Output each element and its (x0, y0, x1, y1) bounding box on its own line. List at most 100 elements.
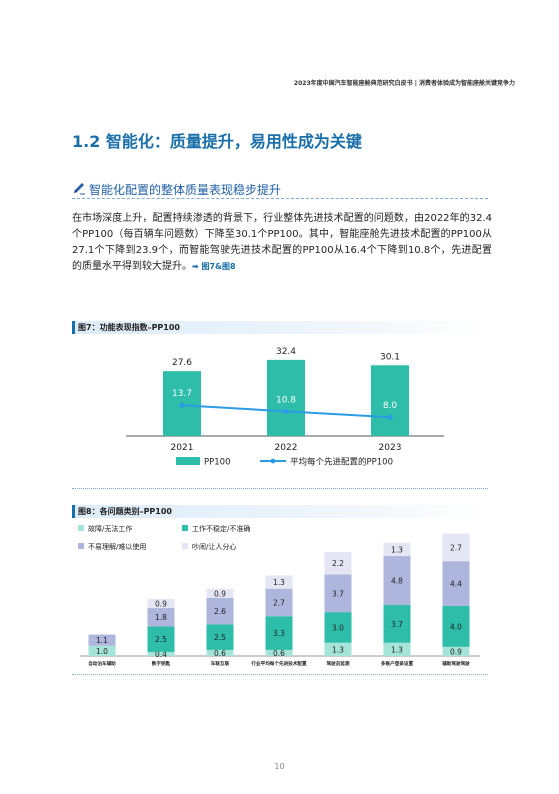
body-paragraph: 在市场深度上升，配置持续渗透的背景下，行业整体先进技术配置的问题数，由2022年… (72, 211, 492, 275)
legend-label: 不易理解/难以使用 (88, 542, 146, 551)
figure-8-title: 图8：各问题类别–PP100 (72, 505, 488, 518)
stacked-segment (265, 616, 293, 650)
stacked-segment (206, 649, 234, 656)
pen-icon (74, 183, 85, 195)
bar-value-label: 27.6 (172, 358, 192, 368)
stacked-segment (383, 642, 411, 656)
x-tick-label: 行业平均每个先进技术配置 (250, 660, 307, 667)
segment-value-label: 0.9 (214, 589, 226, 598)
x-tick-label: 自动泊车辅助 (88, 660, 116, 667)
stacked-segment (324, 551, 352, 575)
segment-value-label: 2.6 (214, 607, 226, 616)
stacked-segment (206, 588, 234, 598)
legend-label: 吵闹/让人分心 (192, 542, 236, 551)
legend-label-pp100: PP100 (204, 458, 230, 468)
stacked-segment (324, 574, 352, 613)
stacked-segment (206, 624, 234, 650)
subheading-divider (72, 198, 488, 199)
stacked-segment (442, 646, 470, 656)
segment-value-label: 2.2 (332, 559, 344, 568)
stacked-segment (383, 605, 411, 643)
segment-value-label: 2.7 (450, 543, 462, 552)
stacked-segment (324, 642, 352, 656)
segment-value-label: 0.6 (273, 649, 285, 658)
page-number: 10 (274, 762, 285, 771)
x-tick-label: 驾驶员监测 (327, 660, 350, 667)
line-point (387, 414, 393, 420)
segment-value-label: 1.3 (332, 645, 344, 654)
segment-value-label: 4.4 (450, 580, 462, 589)
bar-value-label: 32.4 (276, 347, 296, 357)
stacked-segment (265, 588, 293, 617)
sub-heading: 智能化配置的整体质量表现稳步提升 (89, 183, 282, 197)
line-value-label: 10.8 (276, 395, 296, 405)
x-tick-label: 数字钥匙 (152, 660, 171, 667)
stacked-segment (383, 542, 411, 557)
x-tick-label: 2023 (379, 443, 402, 453)
figure-7-chart: 27.6 2021 32.4 2022 30.1 2023 13.7 10.8 8.0 PP100… (126, 347, 444, 468)
x-tick-label: 2022 (275, 443, 298, 453)
segment-value-label: 3.7 (391, 620, 403, 629)
figure-reference-link[interactable]: ➡ 图7&图8 (192, 262, 236, 271)
stacked-segment (383, 556, 411, 605)
figure-7-title: 图7：功能表现指数–PP100 (72, 321, 488, 334)
legend-swatch (182, 525, 188, 531)
stacked-segment (147, 626, 175, 652)
stacked-segment (442, 533, 470, 562)
segment-value-label: 1.3 (391, 545, 403, 554)
segment-value-label: 0.6 (214, 649, 226, 658)
bar-pp100 (267, 359, 305, 436)
stacked-segment (442, 606, 470, 647)
segment-value-label: 0.4 (155, 650, 167, 659)
segment-value-label: 0.9 (450, 647, 462, 656)
legend-label: 故障/无法工作 (88, 524, 132, 533)
segment-value-label: 2.7 (273, 598, 285, 607)
x-tick-label: 2021 (171, 443, 194, 453)
stacked-segment (206, 597, 234, 625)
legend-label-line: 平均每个先进配置的PP100 (290, 457, 393, 468)
body-text: 在市场深度上升，配置持续渗透的背景下，行业整体先进技术配置的问题数，由2022年… (72, 213, 492, 272)
bar-value-label: 30.1 (380, 352, 400, 362)
legend-swatch (182, 543, 188, 549)
stacked-segment (442, 561, 470, 607)
segment-value-label: 2.5 (214, 633, 226, 642)
segment-value-label: 1.3 (391, 645, 403, 654)
stacked-segment (265, 575, 293, 589)
stacked-segment (324, 612, 352, 643)
stacked-segment (265, 649, 293, 656)
line-value-label: 8.0 (383, 401, 398, 411)
line-value-label: 13.7 (172, 389, 192, 399)
segment-value-label: 3.0 (332, 623, 344, 632)
x-tick-label: 辅助驾驶驾驶 (442, 660, 470, 667)
legend-swatch-pp100 (176, 457, 200, 465)
x-tick-label: 车联互联 (211, 660, 230, 667)
x-tick-label: 多账户登录设置 (381, 660, 414, 667)
legend-swatch-marker (270, 458, 276, 464)
segment-value-label: 4.0 (450, 622, 462, 631)
segment-value-label: 0.9 (155, 599, 167, 608)
line-point (179, 402, 185, 408)
segment-value-label: 2.5 (155, 635, 167, 644)
line-point (283, 408, 289, 414)
stacked-segment (88, 634, 116, 646)
segment-value-label: 1.1 (96, 636, 108, 645)
legend-swatch (78, 543, 84, 549)
stacked-segment (88, 645, 116, 656)
segment-value-label: 4.8 (391, 577, 403, 586)
bar-pp100 (371, 365, 409, 436)
segment-value-label: 1.0 (96, 647, 108, 656)
figure-7-panel: 27.6 2021 32.4 2022 30.1 2023 13.7 10.8 8.0 PP100… (72, 334, 488, 489)
legend-label: 工作不稳定/不准确 (192, 524, 250, 533)
segment-value-label: 1.3 (273, 578, 285, 587)
stacked-segment (147, 608, 175, 627)
segment-value-label: 3.7 (332, 589, 344, 598)
section-title: 1.2 智能化：质量提升，易用性成为关键 (72, 132, 362, 151)
segment-value-label: 1.8 (155, 613, 167, 622)
stacked-segment (147, 651, 175, 656)
report-header: 2023年度中国汽车智能座舱典范研究白皮书 | 消费者体验成为智能座舱关键竞争力 (293, 80, 515, 87)
segment-value-label: 3.3 (273, 629, 285, 638)
legend-swatch (78, 525, 84, 531)
figure-8-panel: 故障/无法工作 工作不稳定/不准确不易理解/难以使用 吵闹/让人分心 1.0 1.1 自动… (72, 518, 488, 675)
stacked-segment (147, 598, 175, 609)
